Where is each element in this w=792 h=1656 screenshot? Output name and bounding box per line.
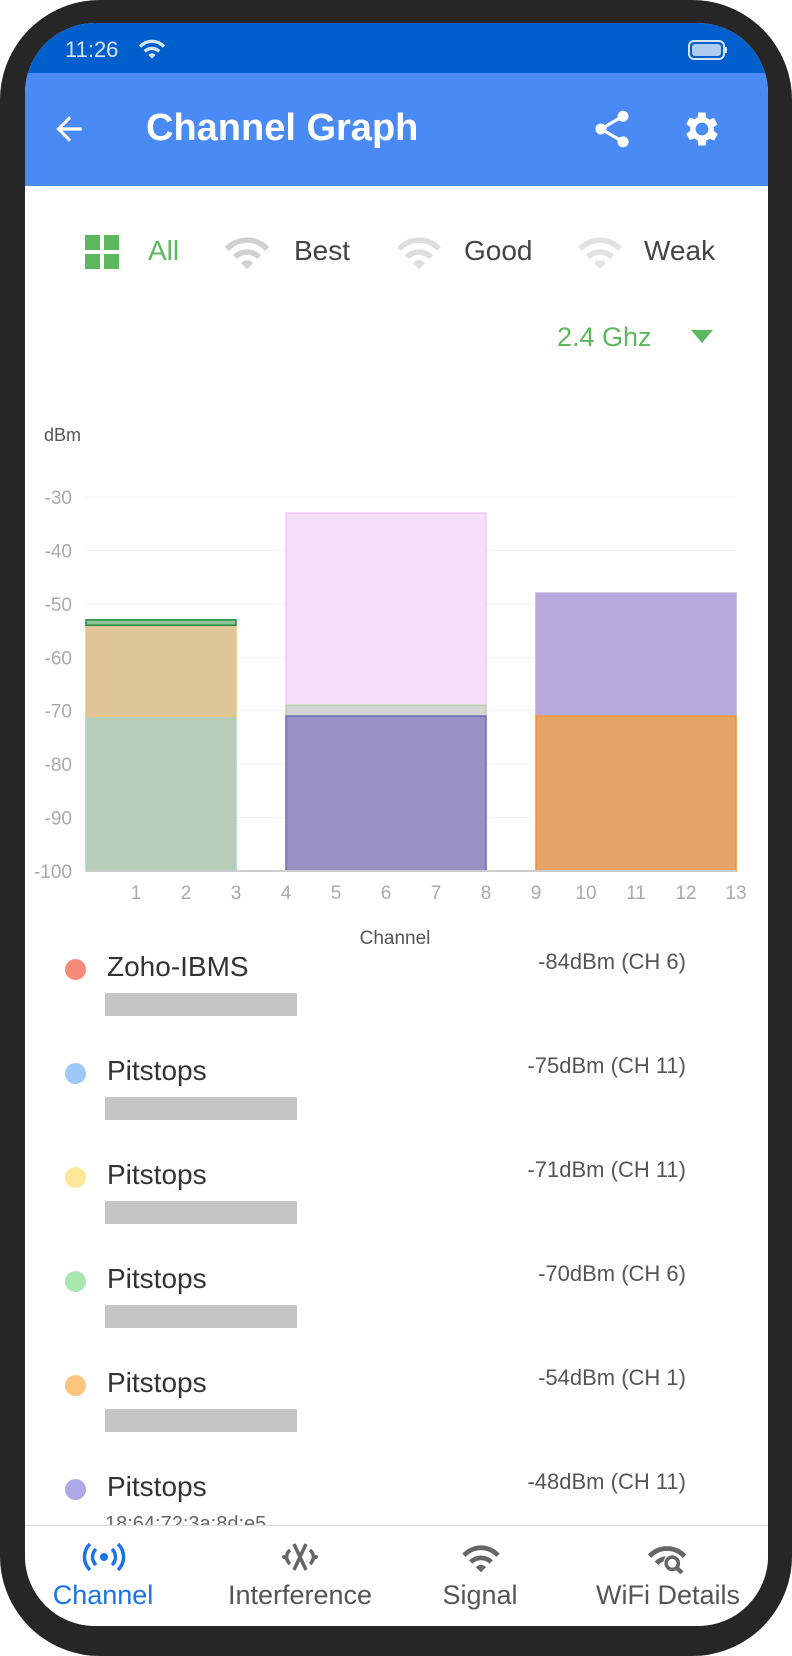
channel-bar [285,704,487,717]
network-name: Pitstops [107,1367,207,1398]
network-color-dot [65,1479,86,1500]
x-tick-label: 9 [531,883,542,904]
x-tick-label: 2 [181,883,192,904]
redacted-mac [105,1305,297,1328]
volume-up-button [0,567,8,685]
nav-signal-label: Signal [442,1580,518,1610]
wifi-signal-icon [462,1545,500,1573]
nav-interference-label: Interference [227,1580,373,1610]
share-icon[interactable] [590,107,634,151]
nav-channel-label: Channel [52,1580,154,1610]
network-list-item[interactable]: Pitstops -70dBm (CH 6) [25,1261,768,1385]
x-tick-label: 13 [725,883,746,904]
network-name: Pitstops [107,1055,207,1086]
grid-icon [85,235,119,269]
network-name: Zoho-IBMS [107,951,249,982]
screen: 11:26 Channel Graph All Best Good Weak 2… [25,23,768,1626]
filter-all-label: All [148,235,180,266]
filter-best-label: Best [294,235,351,266]
settings-gear-icon[interactable] [680,107,724,151]
nav-interference[interactable]: Interference [207,1526,393,1626]
channel-bar [535,715,737,872]
y-axis-label: dBm [44,425,81,445]
network-color-dot [65,959,86,980]
x-tick-label: 1 [131,883,142,904]
network-list-item[interactable]: Pitstops -75dBm (CH 11) [25,1053,768,1177]
network-list-item[interactable]: Pitstops -71dBm (CH 11) [25,1157,768,1281]
y-tick-label: -60 [45,648,72,669]
network-color-dot [65,1271,86,1292]
network-signal: -48dBm (CH 11) [527,1469,686,1494]
x-axis-label: Channel [360,928,431,949]
x-tick-label: 6 [381,883,392,904]
y-tick-label: -70 [45,702,72,723]
wifi-icon [578,237,622,269]
network-name: Pitstops [107,1263,207,1294]
wifi-icon [225,237,269,269]
app-bar: Channel Graph [25,73,768,186]
wifi-icon [397,237,441,269]
network-signal: -70dBm (CH 6) [538,1261,686,1286]
redacted-mac [105,1409,297,1432]
x-tick-label: 10 [575,883,596,904]
x-tick-label: 7 [431,883,442,904]
redacted-mac [105,993,297,1016]
network-signal: -84dBm (CH 6) [538,949,686,974]
bottom-nav: Channel Interference Signal WiFi Details [25,1525,768,1626]
y-tick-label: -100 [34,862,72,883]
y-tick-label: -40 [45,541,72,562]
x-tick-label: 3 [231,883,242,904]
interference-icon [282,1543,318,1571]
network-list-item[interactable]: Zoho-IBMS -84dBm (CH 6) [25,949,768,1073]
network-color-dot [65,1167,86,1188]
redacted-mac [105,1201,297,1224]
dropdown-triangle-icon [691,330,713,343]
network-signal: -75dBm (CH 11) [527,1053,686,1078]
filter-good-label: Good [464,235,533,266]
nav-wifi-details-label: WiFi Details [595,1580,740,1610]
network-color-dot [65,1063,86,1084]
back-arrow-icon[interactable] [50,110,88,148]
filter-weak-label: Weak [644,235,716,266]
y-tick-label: -50 [45,595,72,616]
network-signal: -71dBm (CH 11) [527,1157,686,1182]
x-tick-label: 11 [626,883,646,904]
band-dropdown-value: 2.4 Ghz [557,322,652,352]
network-list-item[interactable]: Pitstops -54dBm (CH 1) [25,1365,768,1489]
volume-down-button [0,732,8,850]
x-tick-label: 8 [481,883,492,904]
wifi-search-icon [647,1546,687,1575]
channel-bar [535,592,737,717]
channel-bar [85,619,237,626]
network-name: Pitstops [107,1159,207,1190]
broadcast-icon [82,1542,126,1572]
power-button [784,634,792,782]
status-bar: 11:26 [25,23,768,73]
page-title: Channel Graph [146,107,419,149]
nav-channel[interactable]: Channel [25,1526,196,1626]
network-name: Pitstops [107,1471,207,1502]
nav-signal[interactable]: Signal [387,1526,573,1626]
network-color-dot [65,1375,86,1396]
x-tick-label: 12 [675,883,696,904]
channel-bar [285,715,487,872]
y-tick-label: -30 [45,488,72,509]
y-tick-label: -90 [45,809,72,830]
channel-bar [285,512,487,707]
status-time: 11:26 [65,37,119,62]
x-tick-label: 5 [331,883,342,904]
x-tick-label: 4 [281,883,292,904]
redacted-mac [105,1097,297,1120]
wifi-status-icon [138,39,166,59]
y-tick-label: -80 [45,755,72,776]
nav-wifi-details[interactable]: WiFi Details [568,1526,768,1626]
network-signal: -54dBm (CH 1) [538,1365,686,1390]
channel-bar [85,624,237,717]
battery-icon [688,40,727,60]
channel-bar [85,715,237,872]
